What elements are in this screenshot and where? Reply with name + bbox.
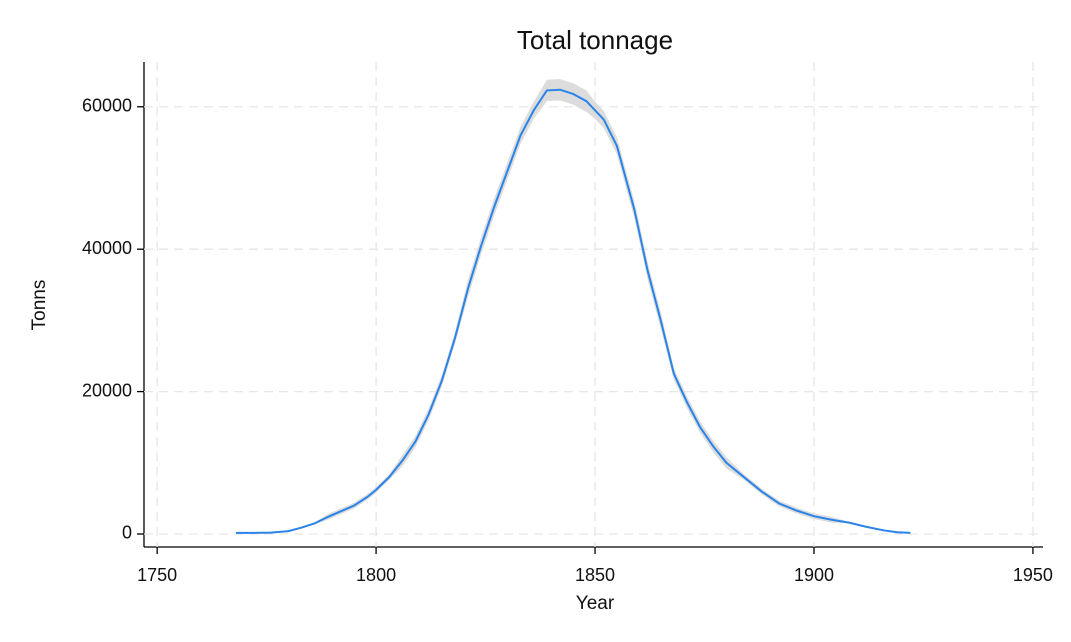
x-tick-label: 1900: [794, 565, 834, 585]
confidence-band: [235, 79, 911, 534]
x-axis-label: Year: [576, 593, 615, 614]
x-tick-label: 1750: [137, 565, 177, 585]
x-tick-label: 1800: [356, 565, 396, 585]
y-tick-label: 0: [122, 523, 132, 543]
x-tick-label: 1950: [1013, 565, 1053, 585]
y-tick-label: 20000: [82, 380, 132, 400]
y-tick-label: 60000: [82, 96, 132, 116]
x-tick-label: 1850: [575, 565, 615, 585]
y-axis-label: Tonns: [29, 280, 50, 331]
line: [235, 88, 911, 534]
chart-title: Total tonnage: [517, 25, 673, 55]
y-tick-label: 40000: [82, 238, 132, 258]
